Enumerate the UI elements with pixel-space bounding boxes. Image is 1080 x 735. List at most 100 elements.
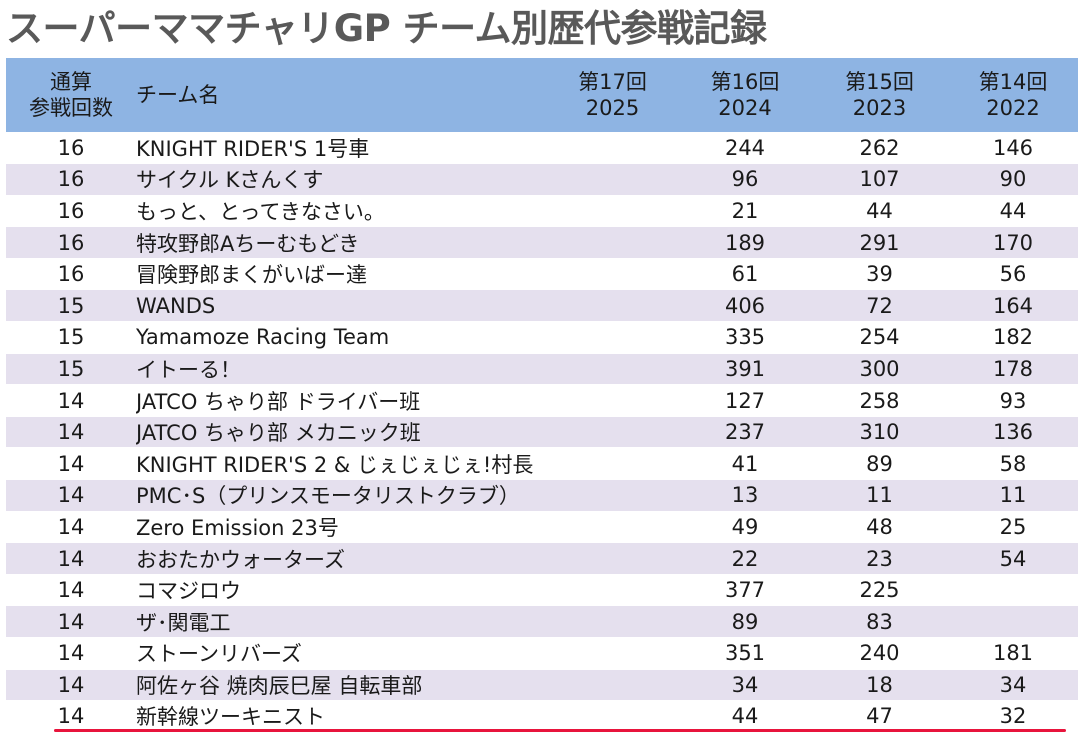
cell-total-participations: 15 [6,289,136,323]
table-row: 14 KNIGHT RIDER'S 2 & じぇじぇじぇ!村長 41 89 58 [6,447,1078,481]
cell-total-participations: 15 [6,353,136,386]
cell-2023: 39 [811,258,948,291]
cell-2023: 310 [811,416,948,449]
cell-2025 [546,163,679,196]
cell-2024: 127 [679,384,811,417]
header-edition-17: 第17回 2025 [546,58,679,132]
cell-team-name: おおたかウォーターズ [136,542,546,575]
cell-2022 [948,605,1078,638]
cell-2022: 136 [948,416,1078,449]
cell-team-name: PMC･S（プリンスモータリストクラブ） [136,479,546,512]
cell-team-name: ストーンリバーズ [136,637,546,670]
table-row: 16 特攻野郎Aちーむもどき 189 291 170 [6,226,1078,259]
cell-total-participations: 16 [6,132,136,165]
cell-2022: 58 [948,447,1078,481]
cell-2025 [546,384,679,417]
cell-2023: 18 [811,669,948,702]
cell-2023: 72 [811,289,948,323]
cell-2022: 93 [948,384,1078,417]
cell-2024: 21 [679,195,811,228]
table-row: 14 Zero Emission 23号 49 48 25 [6,511,1078,544]
cell-total-participations: 14 [6,479,136,512]
cell-2023: 240 [811,637,948,670]
cell-team-name: JATCO ちゃり部 ドライバー班 [136,384,546,417]
cell-2025 [546,637,679,670]
cell-2023: 291 [811,226,948,259]
header-team-name: チーム名 [136,83,220,107]
header-edition-15: 第15回 2023 [811,58,948,132]
cell-2024: 335 [679,321,811,354]
cell-2025 [546,447,679,481]
cell-team-name: 特攻野郎Aちーむもどき [136,226,546,259]
cell-team-name: ザ･関電工 [136,605,546,638]
cell-total-participations: 14 [6,605,136,638]
table-row: 14 おおたかウォーターズ 22 23 54 [6,542,1078,575]
cell-2025 [546,289,679,323]
highlight-underline [54,729,1066,732]
cell-total-participations: 14 [6,416,136,449]
cell-team-name: 冒険野郎まくがいばー達 [136,258,546,291]
header-edition-label: 第14回 [978,70,1048,94]
cell-2025 [546,132,679,165]
cell-2022: 11 [948,479,1078,512]
cell-total-participations: 15 [6,321,136,354]
cell-2024: 22 [679,542,811,575]
cell-2023: 44 [811,195,948,228]
cell-total-participations: 14 [6,511,136,544]
cell-2022: 34 [948,669,1078,702]
table-row: 14 JATCO ちゃり部 ドライバー班 127 258 93 [6,384,1078,417]
cell-2025 [546,353,679,386]
cell-2025 [546,258,679,291]
cell-2025 [546,226,679,259]
cell-2022: 44 [948,195,1078,228]
cell-2023: 254 [811,321,948,354]
header-edition-year: 2025 [585,96,640,120]
cell-team-name: コマジロウ [136,574,546,607]
cell-2022 [948,574,1078,607]
cell-2025 [546,605,679,638]
cell-2025 [546,700,679,733]
cell-2022: 56 [948,258,1078,291]
cell-2023: 89 [811,447,948,481]
cell-2022: 54 [948,542,1078,575]
cell-2024: 237 [679,416,811,449]
cell-total-participations: 14 [6,447,136,481]
table-row: 14 新幹線ツーキニスト 44 47 32 [6,700,1078,733]
cell-team-name: もっと、とってきなさい。 [136,195,546,228]
cell-2024: 406 [679,289,811,323]
cell-total-participations: 14 [6,700,136,733]
cell-2023: 83 [811,605,948,638]
cell-team-name: サイクル Kさんくす [136,163,546,196]
cell-2024: 49 [679,511,811,544]
header-edition-16: 第16回 2024 [679,58,811,132]
cell-team-name: Zero Emission 23号 [136,511,546,544]
header-edition-label: 第16回 [710,70,780,94]
cell-2024: 89 [679,605,811,638]
table-row: 16 冒険野郎まくがいばー達 61 39 56 [6,258,1078,291]
table-row: 14 阿佐ヶ谷 焼肉辰巳屋 自転車部 34 18 34 [6,669,1078,702]
cell-total-participations: 16 [6,258,136,291]
cell-2024: 34 [679,669,811,702]
cell-2025 [546,574,679,607]
table-row: 15 Yamamoze Racing Team 335 254 182 [6,321,1078,354]
cell-2025 [546,669,679,702]
cell-2023: 262 [811,132,948,165]
table-row: 16 もっと、とってきなさい。 21 44 44 [6,195,1078,228]
cell-2023: 225 [811,574,948,607]
header-edition-label: 第15回 [845,70,914,94]
cell-team-name: WANDS [136,289,546,323]
cell-2025 [546,511,679,544]
cell-total-participations: 14 [6,574,136,607]
table-row: 14 コマジロウ 377 225 [6,574,1078,607]
header-edition-year: 2022 [986,96,1040,120]
cell-total-participations: 14 [6,384,136,417]
table-body: 16 KNIGHT RIDER'S 1号車 244 262 146 16 サイクル Kさんく… [6,132,1078,733]
header-total-line-2: 参戦回数 [29,96,113,120]
cell-2022: 181 [948,637,1078,670]
cell-2022: 178 [948,353,1078,386]
cell-2024: 44 [679,700,811,733]
cell-total-participations: 14 [6,637,136,670]
cell-2023: 107 [811,163,948,196]
header-edition-year: 2024 [718,96,772,120]
cell-team-name: Yamamoze Racing Team [136,321,546,354]
